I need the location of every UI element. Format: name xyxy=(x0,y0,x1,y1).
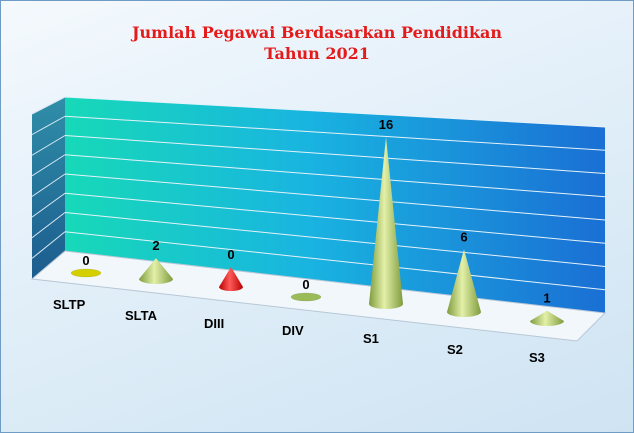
gridline-side xyxy=(31,231,66,259)
value-label: 0 xyxy=(302,277,309,292)
category-label: DIII xyxy=(204,316,224,331)
cone-s3 xyxy=(530,310,564,326)
value-labels: 0 2 0 0 16 6 1 xyxy=(82,117,550,306)
chart-subtitle: Tahun 2021 xyxy=(264,44,370,63)
category-label: S3 xyxy=(529,350,545,365)
gridline-side xyxy=(31,96,66,115)
cone-body xyxy=(139,258,173,284)
value-label: 2 xyxy=(152,238,159,253)
gridline-side xyxy=(31,135,66,156)
gridline-side xyxy=(31,173,66,197)
gridline-side xyxy=(31,212,66,239)
category-label: SLTP xyxy=(53,297,86,312)
cone-body xyxy=(447,249,481,317)
cone-sltp xyxy=(70,268,102,278)
gridline-side xyxy=(31,154,66,177)
gridline xyxy=(64,231,606,291)
category-label: SLTA xyxy=(125,308,158,323)
category-labels: SLTP SLTA DIII DIV S1 S2 S3 xyxy=(53,297,545,365)
gridline-side xyxy=(31,192,66,218)
value-label: 6 xyxy=(460,229,467,244)
cone-s1 xyxy=(369,137,403,309)
cone-series xyxy=(70,137,564,326)
cone-body xyxy=(219,267,243,291)
cone-diii xyxy=(219,267,243,291)
cone-body xyxy=(530,310,564,326)
value-label: 0 xyxy=(82,253,89,268)
category-label: S1 xyxy=(363,331,379,346)
chart-back-wall xyxy=(65,97,605,313)
category-label: S2 xyxy=(447,342,463,357)
gridline xyxy=(64,154,606,198)
gridline xyxy=(64,115,606,151)
gridline xyxy=(64,212,606,267)
chart-side-wall xyxy=(32,97,65,279)
value-label: 0 xyxy=(227,247,234,262)
cone-body xyxy=(369,137,403,309)
value-label: 1 xyxy=(543,291,550,306)
gridline xyxy=(64,96,606,128)
gridline xyxy=(64,192,606,244)
cone-base xyxy=(70,268,102,278)
gridline xyxy=(64,135,606,174)
cone-s2 xyxy=(447,249,481,317)
category-label: DIV xyxy=(282,323,304,338)
cone-slta xyxy=(139,258,173,284)
gridlines xyxy=(31,96,606,291)
chart-title: Jumlah Pegawai Berdasarkan Pendidikan xyxy=(130,23,502,42)
cone-base xyxy=(290,292,322,302)
gridline xyxy=(64,173,606,221)
cone-div xyxy=(290,292,322,302)
gridline-side xyxy=(31,115,66,136)
value-label: 16 xyxy=(379,117,393,132)
